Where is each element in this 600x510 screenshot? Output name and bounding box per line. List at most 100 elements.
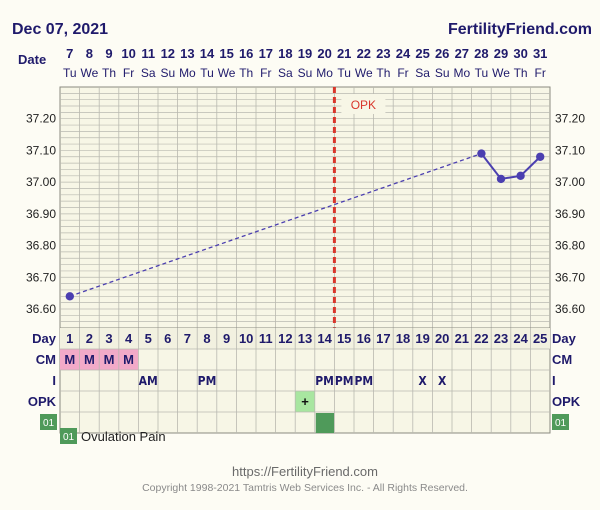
date-label: 10	[121, 46, 135, 61]
footer-url[interactable]: https://FertilityFriend.com	[232, 464, 378, 479]
weekday-label: Sa	[415, 66, 430, 80]
y-tick-label-right: 37.10	[555, 143, 585, 157]
note-cell	[315, 413, 335, 433]
y-tick-label-right: 36.80	[555, 239, 585, 253]
day-number: 6	[164, 331, 171, 346]
cm-cell	[79, 349, 100, 370]
weekday-label: We	[218, 66, 236, 80]
y-tick-label-right: 36.70	[555, 270, 585, 284]
day-number: 2	[86, 331, 93, 346]
day-number: 5	[145, 331, 152, 346]
date-label: 9	[105, 46, 112, 61]
temperature-point	[477, 149, 486, 158]
chart-date: Dec 07, 2021	[12, 21, 108, 38]
date-label: 8	[86, 46, 93, 61]
cm-value: M	[84, 352, 95, 367]
date-label: 24	[396, 46, 411, 61]
weekday-label: Tu	[337, 66, 351, 80]
temperature-line-interpolated	[69, 152, 482, 297]
day-number: 9	[223, 331, 230, 346]
opk-row-label-left: OPK	[28, 394, 57, 409]
day-row-label-left: Day	[32, 331, 57, 346]
intercourse-value: X	[438, 374, 447, 388]
weekday-label: Sa	[141, 66, 156, 80]
y-tick-label-left: 36.70	[26, 270, 56, 284]
opk-value: +	[301, 394, 309, 409]
weekday-label: Th	[239, 66, 253, 80]
cm-row-label-right: CM	[552, 352, 572, 367]
day-number: 21	[455, 331, 469, 346]
date-label: 28	[474, 46, 488, 61]
weekday-label: We	[355, 66, 373, 80]
date-label: 17	[259, 46, 273, 61]
ovulation-label: OPK	[351, 98, 376, 112]
date-label: 12	[161, 46, 175, 61]
day-number: 25	[533, 331, 547, 346]
date-label: 31	[533, 46, 547, 61]
day-number: 14	[317, 331, 332, 346]
plot-area: 36.60 36.60 36.70 36.70 36.80 36.80 36.90 36.90…	[26, 86, 585, 425]
day-row-background	[60, 328, 550, 349]
weekday-label: Th	[102, 66, 116, 80]
day-number: 13	[298, 331, 312, 346]
day-number: 22	[474, 331, 488, 346]
ovulation-label-bg	[341, 94, 386, 114]
cm-cell	[60, 349, 80, 370]
weekday-label: We	[492, 66, 510, 80]
y-tick-label-left: 36.60	[26, 302, 56, 316]
y-tick-label-right: 36.90	[555, 207, 585, 221]
y-tick-label-left: 36.90	[26, 207, 56, 221]
legend-code-box	[60, 428, 77, 444]
day-number: 3	[105, 331, 112, 346]
cm-row-label-left: CM	[36, 352, 56, 367]
weekday-label: Th	[376, 66, 390, 80]
footer-copyright: Copyright 1998-2021 Tamtris Web Services…	[142, 482, 468, 494]
weekday-label: Th	[514, 66, 528, 80]
day-number: 10	[239, 331, 253, 346]
y-tick-label-left: 37.00	[26, 175, 56, 189]
weekday-label: Su	[435, 66, 450, 80]
weekday-label: Fr	[397, 66, 408, 80]
date-label: 16	[239, 46, 253, 61]
temperature-point	[516, 171, 525, 180]
date-label: 30	[513, 46, 527, 61]
date-label: 11	[141, 46, 155, 61]
brand-name: FertilityFriend.com	[448, 21, 592, 38]
legend-code: 01	[63, 432, 75, 443]
day-number: 19	[415, 331, 429, 346]
y-tick-label-right: 37.00	[555, 175, 585, 189]
weekday-label: We	[81, 66, 99, 80]
note-code-right: 01	[555, 418, 567, 429]
date-label: 15	[219, 46, 233, 61]
day-number: 7	[184, 331, 191, 346]
date-label: 23	[376, 46, 390, 61]
opk-cell	[295, 391, 315, 412]
weekday-label: Tu	[475, 66, 489, 80]
date-label: 20	[317, 46, 331, 61]
intercourse-value: PM	[198, 374, 217, 388]
intercourse-row-label-left: I	[52, 373, 56, 388]
weekday-label: Mo	[179, 66, 196, 80]
date-label: 18	[278, 46, 292, 61]
day-number: 4	[125, 331, 133, 346]
date-row-label: Date	[18, 52, 46, 67]
date-label: 22	[357, 46, 371, 61]
day-number: 1	[66, 331, 73, 346]
day-number: 15	[337, 331, 351, 346]
day-number: 11	[259, 331, 273, 346]
temperature-point	[536, 152, 545, 161]
weekday-label: Su	[298, 66, 313, 80]
y-tick-label-left: 37.10	[26, 143, 56, 157]
date-label: 21	[337, 46, 351, 61]
intercourse-value: X	[418, 374, 427, 388]
date-label: 29	[494, 46, 508, 61]
date-label: 19	[298, 46, 312, 61]
date-label: 14	[200, 46, 215, 61]
day-number: 24	[513, 331, 528, 346]
day-number: 18	[396, 331, 410, 346]
date-label: 7	[66, 46, 73, 61]
y-tick-label-left: 37.20	[26, 112, 56, 126]
weekday-label: Su	[160, 66, 175, 80]
